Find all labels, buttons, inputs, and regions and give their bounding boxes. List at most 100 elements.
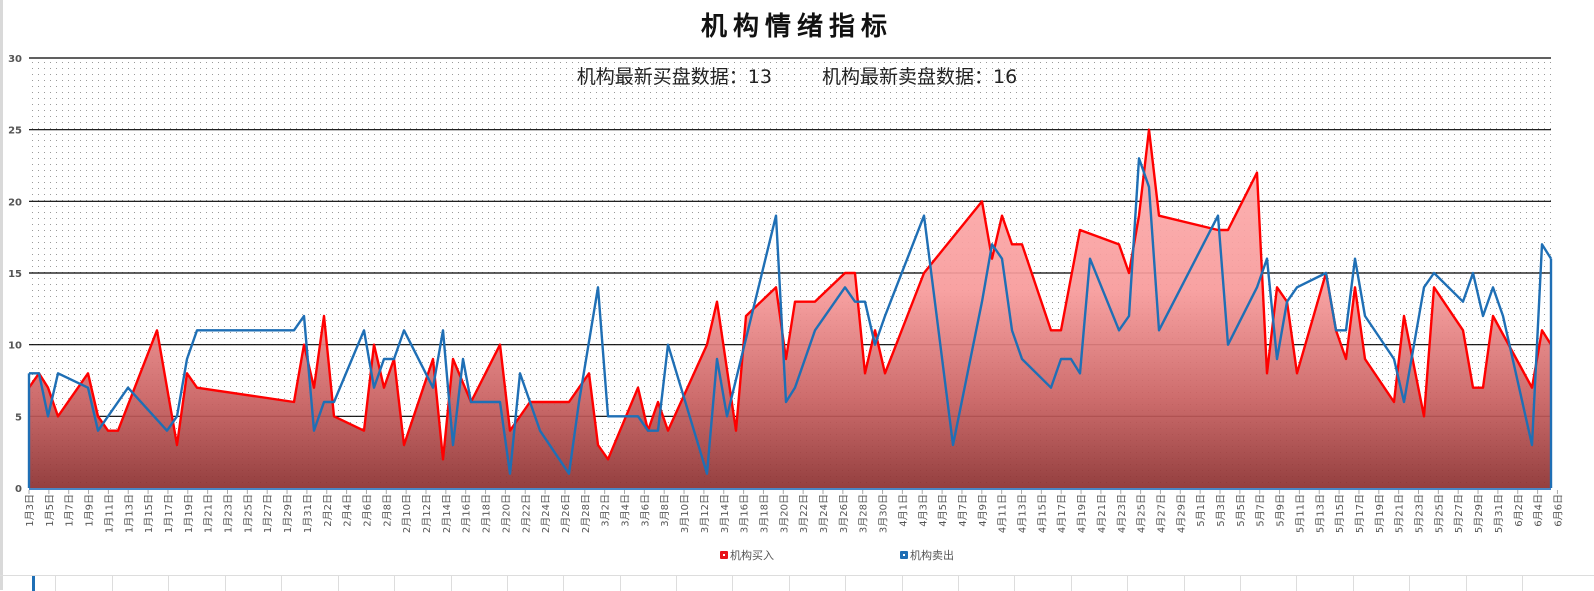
- x-tick-label: 3月26日: [838, 494, 850, 533]
- sheet-column-divider: [1466, 576, 1467, 591]
- sheet-column-divider: [958, 576, 959, 591]
- legend-buy-label: 机构买入: [730, 549, 774, 562]
- latest-sell-label: 机构最新卖盘数据：: [822, 66, 994, 88]
- sheet-column-divider: [789, 576, 790, 591]
- x-tick-label: 5月21日: [1394, 494, 1406, 533]
- sheet-column-divider: [1184, 576, 1185, 591]
- sheet-column-divider: [281, 576, 282, 591]
- y-tick-label: 10: [8, 341, 22, 352]
- sheet-column-divider: [1127, 576, 1128, 591]
- sheet-column-divider: [1409, 576, 1410, 591]
- x-tick-label: 1月27日: [262, 494, 274, 533]
- y-tick-label: 0: [15, 484, 22, 495]
- legend-sell-label: 机构卖出: [910, 549, 954, 562]
- y-tick-label: 15: [8, 269, 22, 280]
- y-tick-label: 5: [15, 412, 22, 423]
- x-tick-label: 4月5日: [937, 494, 949, 527]
- latest-summary: 机构最新买盘数据：13 机构最新卖盘数据：16: [0, 62, 1594, 89]
- x-tick-label: 4月7日: [957, 494, 969, 527]
- x-tick-label: 6月2日: [1513, 494, 1525, 527]
- sheet-column-divider: [507, 576, 508, 591]
- sheet-scroll-marker[interactable]: [32, 576, 35, 591]
- x-tick-label: 2月2日: [322, 494, 334, 527]
- y-tick-label: 20: [8, 197, 22, 208]
- legend-buy-swatch-icon: [720, 551, 728, 559]
- x-tick-label: 1月11日: [103, 494, 115, 533]
- x-tick-label: 6月6日: [1552, 494, 1564, 527]
- window-left-border: [0, 0, 3, 590]
- x-tick-label: 4月17日: [1056, 494, 1068, 533]
- x-tick-label: 3月4日: [620, 494, 632, 527]
- sheet-column-divider: [112, 576, 113, 591]
- sheet-column-divider: [225, 576, 226, 591]
- latest-buy-label: 机构最新买盘数据：: [576, 66, 748, 88]
- x-tick-label: 2月12日: [421, 494, 433, 533]
- x-tick-label: 4月19日: [1076, 494, 1088, 533]
- x-tick-label: 1月9日: [84, 494, 96, 527]
- x-tick-label: 1月7日: [64, 494, 76, 527]
- sheet-column-divider: [1071, 576, 1072, 591]
- latest-buy: 机构最新买盘数据：13: [577, 66, 772, 88]
- x-tick-label: 2月24日: [540, 494, 552, 533]
- x-tick-label: 1月29日: [282, 494, 294, 533]
- x-tick-label: 4月9日: [977, 494, 989, 527]
- x-tick-label: 5月3日: [1215, 494, 1227, 527]
- sheet-column-divider: [620, 576, 621, 591]
- series-lines: [27, 128, 1553, 488]
- x-tick-label: 4月13日: [1017, 494, 1029, 533]
- x-tick-label: 2月4日: [342, 494, 354, 527]
- x-tick-label: 2月8日: [381, 494, 393, 527]
- x-tick-label: 3月14日: [719, 494, 731, 533]
- x-tick-label: 5月15日: [1334, 494, 1346, 533]
- x-tick-label: 5月23日: [1414, 494, 1426, 533]
- sheet-column-divider: [338, 576, 339, 591]
- x-tick-label: 6月4日: [1533, 494, 1545, 527]
- x-tick-label: 2月16日: [461, 494, 473, 533]
- x-tick-label: 3月30日: [878, 494, 890, 533]
- x-tick-label: 5月1日: [1195, 494, 1207, 527]
- legend-item-sell[interactable]: 机构卖出: [900, 547, 954, 563]
- sheet-column-divider: [902, 576, 903, 591]
- x-tick-label: 5月11日: [1294, 494, 1306, 533]
- latest-sell-value: 16: [993, 66, 1018, 88]
- x-tick-label: 3月12日: [699, 494, 711, 533]
- x-tick-label: 5月9日: [1275, 494, 1287, 527]
- y-tick-label: 25: [8, 126, 22, 137]
- x-tick-label: 1月13日: [123, 494, 135, 533]
- x-tick-label: 3月8日: [659, 494, 671, 527]
- x-tick-label: 2月28日: [580, 494, 592, 533]
- x-tick-label: 3月28日: [858, 494, 870, 533]
- x-tick-label: 2月20日: [500, 494, 512, 533]
- x-tick-label: 5月25日: [1433, 494, 1445, 533]
- y-tick-label: 30: [8, 54, 22, 65]
- sheet-column-divider: [394, 576, 395, 591]
- x-tick-label: 2月10日: [401, 494, 413, 533]
- x-tick-label: 3月10日: [679, 494, 691, 533]
- sheet-column-divider: [1296, 576, 1297, 591]
- legend-item-buy[interactable]: 机构买入: [720, 547, 774, 563]
- x-tick-label: 4月21日: [1096, 494, 1108, 533]
- x-tick-label: 5月29日: [1473, 494, 1485, 533]
- x-tick-label: 3月16日: [739, 494, 751, 533]
- legend-sell-swatch-icon: [900, 551, 908, 559]
- sheet-column-divider: [732, 576, 733, 591]
- x-tick-label: 4月3日: [917, 494, 929, 527]
- x-tick-label: 1月3日: [24, 494, 36, 527]
- x-tick-label: 4月1日: [897, 494, 909, 527]
- sell-line: [29, 157, 1553, 475]
- x-tick-label: 4月29日: [1175, 494, 1187, 533]
- x-tick-label: 1月31日: [302, 494, 314, 533]
- sheet-column-divider: [676, 576, 677, 591]
- x-tick-label: 3月20日: [778, 494, 790, 533]
- x-tick-label: 2月22日: [520, 494, 532, 533]
- x-tick-label: 5月27日: [1453, 494, 1465, 533]
- x-tick-label: 5月5日: [1235, 494, 1247, 527]
- sheet-column-divider: [1522, 576, 1523, 591]
- x-tick-label: 5月13日: [1314, 494, 1326, 533]
- sheet-column-divider: [563, 576, 564, 591]
- x-tick-label: 4月27日: [1155, 494, 1167, 533]
- x-tick-label: 2月6日: [361, 494, 373, 527]
- x-tick-label: 2月14日: [441, 494, 453, 533]
- x-tick-label: 5月19日: [1374, 494, 1386, 533]
- x-tick-label: 3月6日: [639, 494, 651, 527]
